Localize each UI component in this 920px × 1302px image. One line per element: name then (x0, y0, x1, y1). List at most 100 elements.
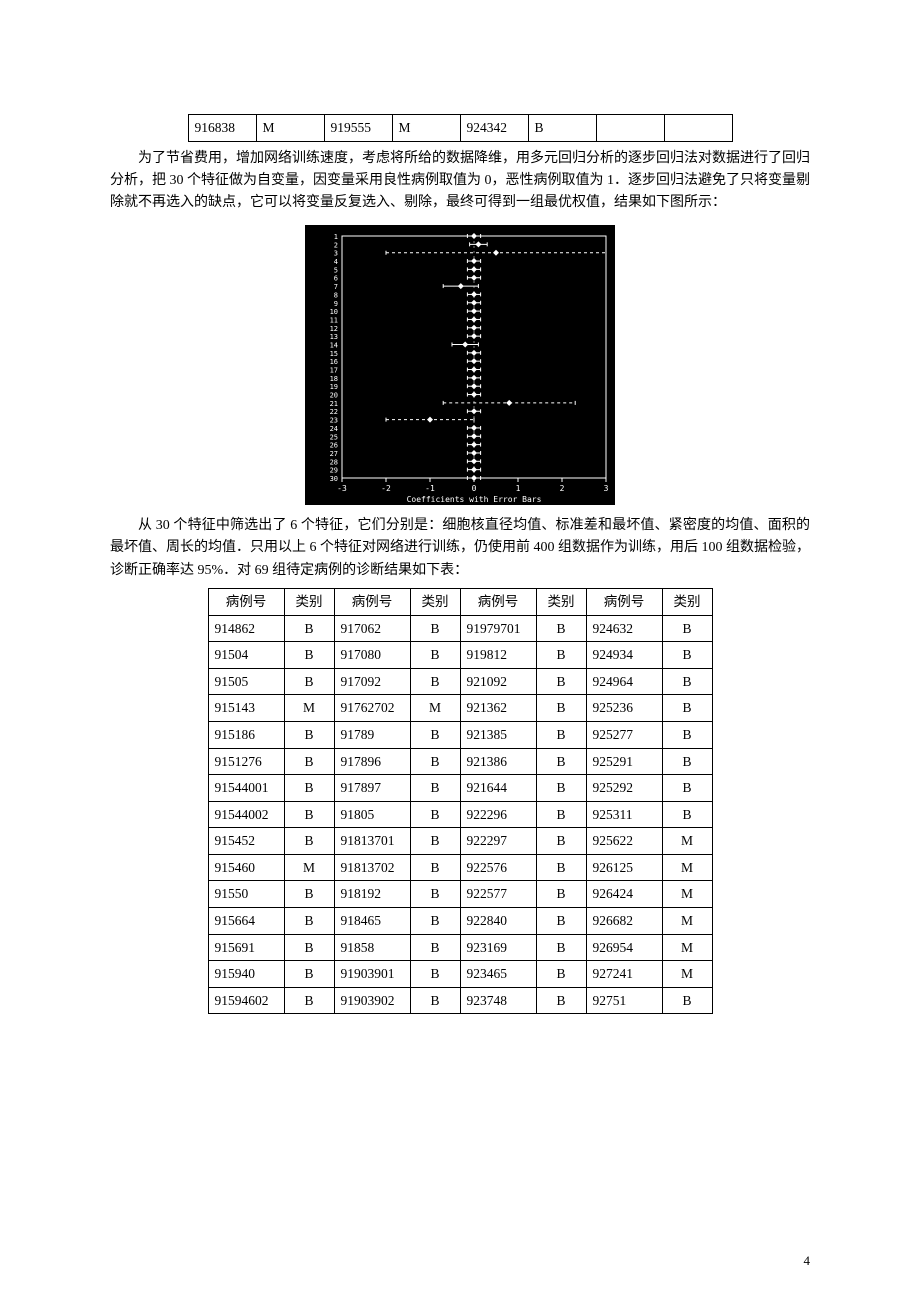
cell: B (284, 828, 334, 855)
cell: 91903901 (334, 961, 410, 988)
svg-text:13: 13 (330, 333, 338, 341)
svg-text:6: 6 (334, 274, 338, 282)
svg-text:27: 27 (330, 450, 338, 458)
cell: M (392, 115, 460, 142)
cell: 924964 (586, 668, 662, 695)
cell: 915452 (208, 828, 284, 855)
chart-container: 1234567891011121314151617181920212223242… (110, 225, 810, 505)
svg-text:1: 1 (334, 233, 338, 241)
cell: 927241 (586, 961, 662, 988)
svg-text:22: 22 (330, 408, 338, 416)
table-row: 91550B918192B922577B926424M (208, 881, 712, 908)
svg-text:3: 3 (334, 249, 338, 257)
cell: B (284, 615, 334, 642)
cell: 923748 (460, 987, 536, 1014)
svg-text:11: 11 (330, 316, 338, 324)
cell: 91813701 (334, 828, 410, 855)
cell: B (536, 908, 586, 935)
column-header: 类别 (284, 588, 334, 615)
cell: 922577 (460, 881, 536, 908)
cell: B (536, 881, 586, 908)
cell: B (662, 615, 712, 642)
cell: 923465 (460, 961, 536, 988)
cell: 919555 (324, 115, 392, 142)
cell: B (662, 987, 712, 1014)
cell: 91550 (208, 881, 284, 908)
svg-text:16: 16 (330, 358, 338, 366)
column-header: 类别 (410, 588, 460, 615)
cell: 923169 (460, 934, 536, 961)
cell: 915186 (208, 721, 284, 748)
table-row: 916838 M 919555 M 924342 B (188, 115, 732, 142)
cell: B (536, 934, 586, 961)
cell: B (284, 801, 334, 828)
cell: 914862 (208, 615, 284, 642)
cell: 924632 (586, 615, 662, 642)
cell: 925622 (586, 828, 662, 855)
cell: 921644 (460, 775, 536, 802)
cell: B (536, 642, 586, 669)
cell: 916838 (188, 115, 256, 142)
column-header: 类别 (536, 588, 586, 615)
svg-text:-3: -3 (337, 484, 347, 493)
cell: 926424 (586, 881, 662, 908)
table-row: 91594602B91903902B923748B92751B (208, 987, 712, 1014)
cell: B (410, 775, 460, 802)
cell: 925292 (586, 775, 662, 802)
cell: B (528, 115, 596, 142)
cell: B (536, 801, 586, 828)
svg-text:7: 7 (334, 283, 338, 291)
svg-text:20: 20 (330, 391, 338, 399)
table-row: 914862B917062B91979701B924632B (208, 615, 712, 642)
paragraph-1: 为了节省费用，增加网络训练速度，考虑将所给的数据降维，用多元回归分析的逐步回归法… (110, 148, 810, 215)
cell: B (410, 668, 460, 695)
svg-text:4: 4 (334, 258, 338, 266)
table-row: 915460M91813702B922576B926125M (208, 854, 712, 881)
cell: B (284, 775, 334, 802)
table-row: 915940B91903901B923465B927241M (208, 961, 712, 988)
cell: 917896 (334, 748, 410, 775)
svg-text:3: 3 (604, 484, 609, 493)
cell: B (284, 881, 334, 908)
table-row: 915691B91858B923169B926954M (208, 934, 712, 961)
svg-text:9: 9 (334, 300, 338, 308)
cell: 91594602 (208, 987, 284, 1014)
cell: M (662, 881, 712, 908)
svg-text:21: 21 (330, 400, 338, 408)
cell: 915143 (208, 695, 284, 722)
cell: 921362 (460, 695, 536, 722)
cell: 91813702 (334, 854, 410, 881)
cell: B (536, 961, 586, 988)
cell: B (410, 721, 460, 748)
cell: B (536, 828, 586, 855)
cell: 924342 (460, 115, 528, 142)
column-header: 病例号 (334, 588, 410, 615)
cell: M (284, 695, 334, 722)
cell: B (662, 721, 712, 748)
cell: B (536, 987, 586, 1014)
cell: B (662, 668, 712, 695)
svg-text:25: 25 (330, 433, 338, 441)
svg-text:24: 24 (330, 425, 338, 433)
cell (596, 115, 664, 142)
table-row: 915143M91762702M921362B925236B (208, 695, 712, 722)
cell: B (536, 748, 586, 775)
cell: B (662, 748, 712, 775)
cell: B (284, 987, 334, 1014)
page-number: 4 (804, 1251, 811, 1272)
cell: 915691 (208, 934, 284, 961)
cell: 918465 (334, 908, 410, 935)
cell: B (410, 642, 460, 669)
svg-text:30: 30 (330, 475, 338, 483)
cell: M (662, 934, 712, 961)
svg-text:19: 19 (330, 383, 338, 391)
cell: 91805 (334, 801, 410, 828)
cell: B (284, 642, 334, 669)
svg-text:28: 28 (330, 458, 338, 466)
cell: M (662, 828, 712, 855)
cell: B (284, 908, 334, 935)
cell: 917062 (334, 615, 410, 642)
table-row: 915664B918465B922840B926682M (208, 908, 712, 935)
cell: B (410, 854, 460, 881)
cell: 921386 (460, 748, 536, 775)
